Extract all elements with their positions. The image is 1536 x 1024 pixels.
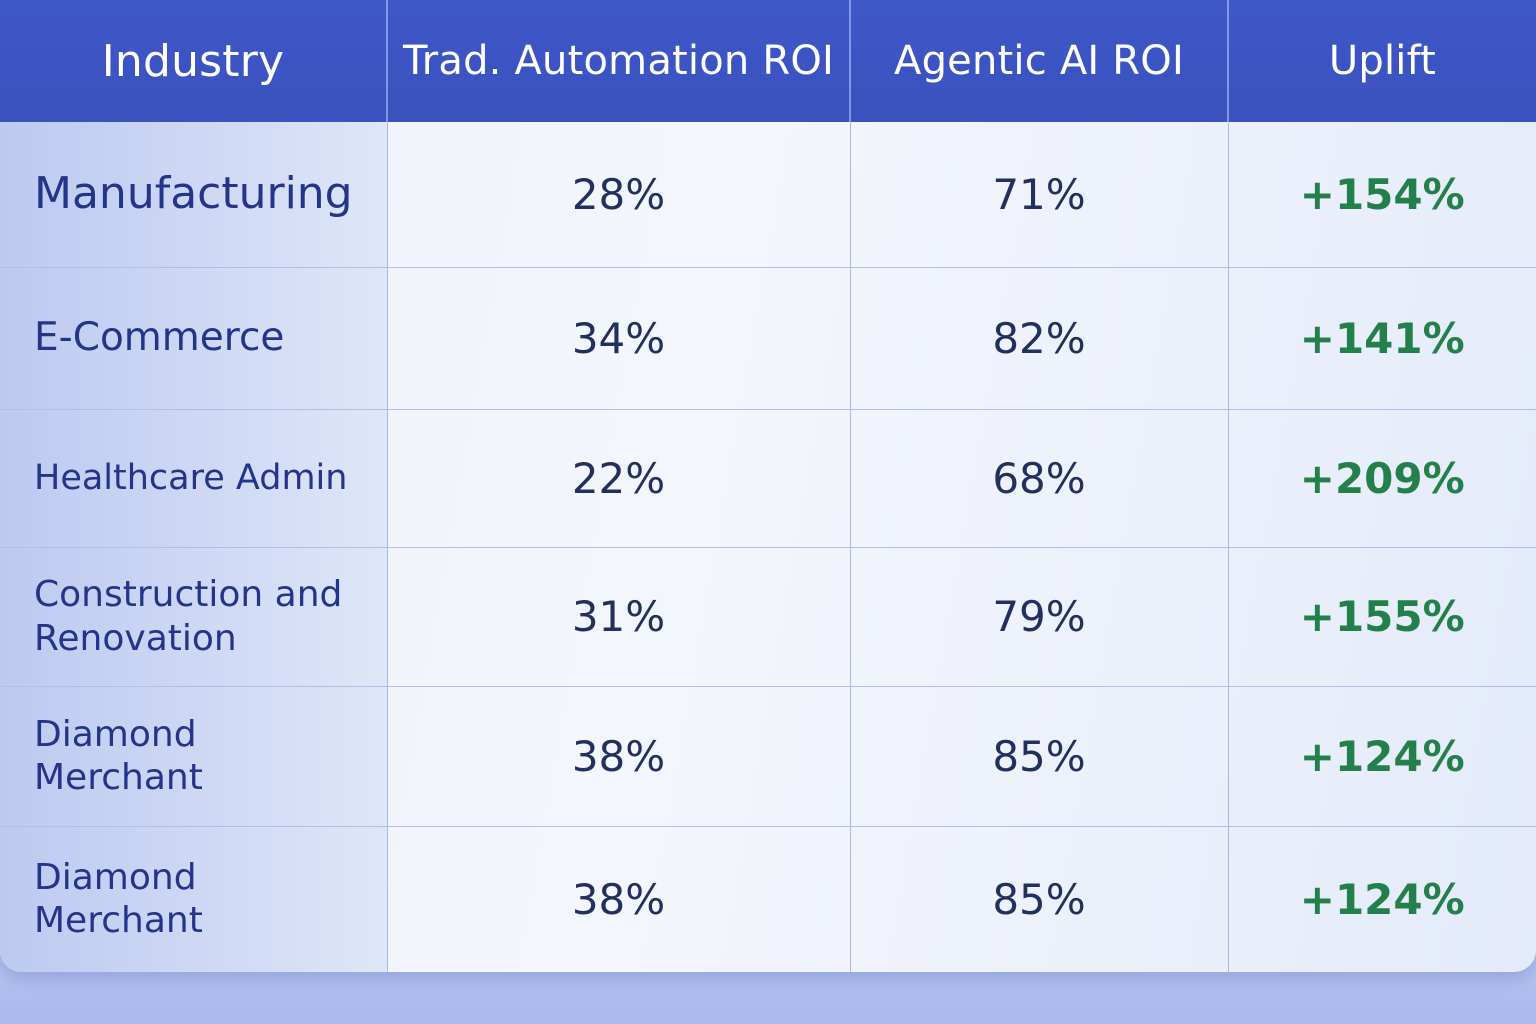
industry-cell: E-Commerce [0,267,388,410]
header-uplift: Uplift [1328,38,1437,84]
uplift-cell: +124% [1228,686,1536,827]
traditional-roi-cell: 38% [387,826,851,972]
uplift-cell: +154% [1228,122,1536,268]
agentic-roi-cell: 79% [850,547,1229,687]
header-industry: Industry [0,0,388,122]
table-row: Healthcare Admin 22% 68% +209% [0,409,1536,548]
table-row: Manufacturing 28% 71% +154% [0,122,1536,268]
agentic-roi-cell: 71% [850,122,1229,268]
traditional-roi-cell: 38% [387,686,851,827]
industry-cell: Construction and Renovation [0,547,388,687]
table-row: Diamond Merchant 38% 85% +124% [0,686,1536,827]
traditional-roi-cell: 31% [387,547,851,687]
traditional-roi-cell: 28% [387,122,851,268]
industry-cell: Healthcare Admin [0,409,388,548]
industry-cell: Manufacturing [0,122,388,268]
header-traditional-roi: Trad. Automation ROI [387,0,851,122]
table-row: Construction and Renovation 31% 79% +155… [0,547,1536,687]
roi-comparison-table: Industry Trad. Automation ROI Agentic AI… [0,0,1536,972]
table-row: Diamond Merchant 38% 85% +124% [0,826,1536,972]
industry-cell: Diamond Merchant [0,826,388,972]
uplift-cell: +155% [1228,547,1536,687]
uplift-cell: +141% [1228,267,1536,410]
header-agentic-roi: Agentic AI ROI [850,0,1229,122]
uplift-cell: +209% [1228,409,1536,548]
traditional-roi-cell: 34% [387,267,851,410]
industry-cell: Diamond Merchant [0,686,388,827]
table-row: E-Commerce 34% 82% +141% [0,267,1536,410]
table-header-row: Industry Trad. Automation ROI Agentic AI… [0,0,1536,122]
agentic-roi-cell: 82% [850,267,1229,410]
agentic-roi-cell: 85% [850,686,1229,827]
roi-table-panel: Industry Trad. Automation ROI Agentic AI… [0,0,1536,972]
agentic-roi-cell: 85% [850,826,1229,972]
traditional-roi-cell: 22% [387,409,851,548]
uplift-cell: +124% [1299,874,1465,924]
agentic-roi-cell: 68% [850,409,1229,548]
